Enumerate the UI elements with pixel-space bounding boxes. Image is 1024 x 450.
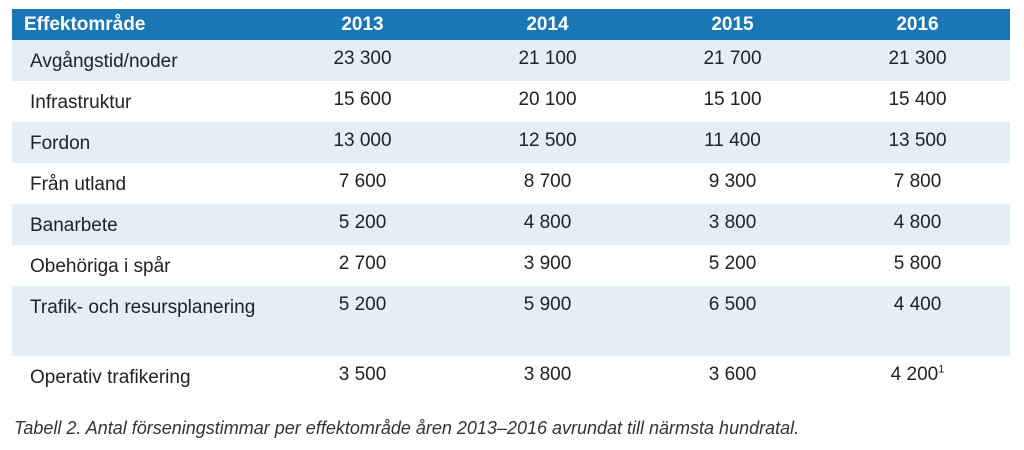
cell-value: 4 200 bbox=[890, 364, 939, 385]
table-cell: 4 800 bbox=[455, 204, 640, 245]
table-cell: 4 2001 bbox=[825, 356, 1010, 397]
header-cell: Effektområde bbox=[12, 9, 270, 40]
table-row: Från utland 7 600 8 700 9 300 7 800 bbox=[12, 163, 1010, 204]
table-cell: 5 800 bbox=[893, 253, 942, 274]
table-cell: 3 500 bbox=[338, 364, 387, 385]
table-row: Trafik- och resursplanering 5 200 5 900 … bbox=[12, 286, 1010, 356]
header-cell: 2016 bbox=[825, 9, 1010, 40]
header-row: Effektområde 2013 2014 2015 2016 bbox=[12, 9, 1010, 40]
header-cell: 2013 bbox=[270, 9, 455, 40]
table-cell: 21 300 bbox=[825, 40, 1010, 81]
table-cell: 11 400 bbox=[640, 122, 825, 163]
table-cell: 15 100 bbox=[703, 89, 762, 110]
table-cell: 5 200 bbox=[270, 204, 455, 245]
delay-table: Effektområde 2013 2014 2015 2016 Avgångs… bbox=[12, 9, 1010, 397]
table-cell: 15 600 bbox=[333, 89, 392, 110]
table-cell: 5 200 bbox=[270, 286, 455, 356]
table-cell: 2 700 bbox=[338, 253, 387, 274]
table-container: Effektområde 2013 2014 2015 2016 Avgångs… bbox=[12, 9, 1010, 397]
table-cell: 5 200 bbox=[708, 253, 757, 274]
table-cell: 9 300 bbox=[708, 171, 757, 192]
table-row: Banarbete 5 200 4 800 3 800 4 800 bbox=[12, 204, 1010, 245]
table-cell: 6 500 bbox=[640, 286, 825, 356]
header-cell: 2014 bbox=[455, 9, 640, 40]
header-cell: 2015 bbox=[640, 9, 825, 40]
row-label: Fordon bbox=[12, 122, 270, 163]
table-cell: 13 500 bbox=[825, 122, 1010, 163]
table-cell: 13 000 bbox=[270, 122, 455, 163]
table-cell: 4 800 bbox=[825, 204, 1010, 245]
row-label: Trafik- och resursplanering bbox=[12, 286, 270, 356]
table-caption: Tabell 2. Antal förseningstimmar per eff… bbox=[14, 418, 800, 438]
row-label: Operativ trafikering bbox=[30, 367, 191, 388]
table-cell: 4 400 bbox=[825, 286, 1010, 356]
table-cell: 20 100 bbox=[518, 89, 577, 110]
table-row: Avgångstid/noder 23 300 21 100 21 700 21… bbox=[12, 40, 1010, 81]
table-row: Operativ trafikering 3 500 3 800 3 600 4… bbox=[12, 356, 1010, 397]
table-cell: 7 800 bbox=[893, 171, 942, 192]
table-cell: 3 800 bbox=[640, 204, 825, 245]
table-row: Fordon 13 000 12 500 11 400 13 500 bbox=[12, 122, 1010, 163]
table-cell: 5 900 bbox=[455, 286, 640, 356]
table-cell: 3 800 bbox=[523, 364, 572, 385]
table-row: Infrastruktur 15 600 20 100 15 100 15 40… bbox=[12, 81, 1010, 122]
table-cell: 3 600 bbox=[708, 364, 757, 385]
table-cell: 3 900 bbox=[523, 253, 572, 274]
table-cell: 21 700 bbox=[640, 40, 825, 81]
row-label: Obehöriga i spår bbox=[30, 256, 171, 277]
table-cell: 12 500 bbox=[455, 122, 640, 163]
table-cell: 7 600 bbox=[338, 171, 387, 192]
table-cell: 8 700 bbox=[523, 171, 572, 192]
row-label: Banarbete bbox=[12, 204, 270, 245]
table-cell: 15 400 bbox=[888, 89, 947, 110]
table-cell: 23 300 bbox=[270, 40, 455, 81]
footnote-marker: 1 bbox=[938, 363, 945, 376]
row-label: Från utland bbox=[30, 174, 127, 195]
table-cell: 21 100 bbox=[455, 40, 640, 81]
row-label: Infrastruktur bbox=[30, 92, 132, 113]
row-label: Avgångstid/noder bbox=[12, 40, 270, 81]
table-row: Obehöriga i spår 2 700 3 900 5 200 5 800 bbox=[12, 245, 1010, 286]
